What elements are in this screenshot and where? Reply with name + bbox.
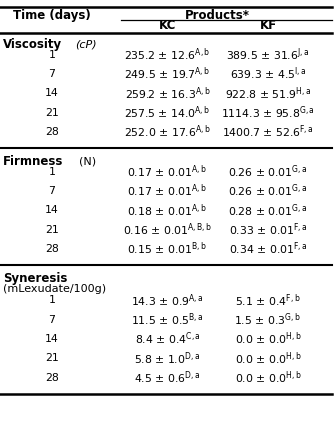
Text: 14: 14: [45, 334, 59, 344]
Text: 0.33 ± 0.01$^{\mathregular{F,a}}$: 0.33 ± 0.01$^{\mathregular{F,a}}$: [228, 221, 308, 238]
Text: 0.28 ± 0.01$^{\mathregular{G,a}}$: 0.28 ± 0.01$^{\mathregular{G,a}}$: [228, 202, 308, 219]
Text: 8.4 ± 0.4$^{\mathregular{C,a}}$: 8.4 ± 0.4$^{\mathregular{C,a}}$: [135, 331, 200, 347]
Text: Viscosity: Viscosity: [3, 38, 62, 51]
Text: 1: 1: [49, 167, 55, 177]
Text: 257.5 ± 14.0$^{\mathregular{A,b}}$: 257.5 ± 14.0$^{\mathregular{A,b}}$: [124, 105, 211, 121]
Text: 639.3 ± 4.5$^{\mathregular{I,a}}$: 639.3 ± 4.5$^{\mathregular{I,a}}$: [230, 66, 306, 82]
Text: Syneresis: Syneresis: [3, 272, 68, 285]
Text: 5.1 ± 0.4$^{\mathregular{F,b}}$: 5.1 ± 0.4$^{\mathregular{F,b}}$: [235, 292, 301, 309]
Text: 0.26 ± 0.01$^{\mathregular{G,a}}$: 0.26 ± 0.01$^{\mathregular{G,a}}$: [228, 163, 308, 180]
Text: 1.5 ± 0.3$^{\mathregular{G,b}}$: 1.5 ± 0.3$^{\mathregular{G,b}}$: [234, 312, 302, 328]
Text: 249.5 ± 19.7$^{\mathregular{A,b}}$: 249.5 ± 19.7$^{\mathregular{A,b}}$: [124, 66, 211, 82]
Text: 7: 7: [49, 69, 55, 79]
Text: 0.17 ± 0.01$^{\mathregular{A,b}}$: 0.17 ± 0.01$^{\mathregular{A,b}}$: [127, 183, 208, 199]
Text: 0.0 ± 0.0$^{\mathregular{H,b}}$: 0.0 ± 0.0$^{\mathregular{H,b}}$: [234, 369, 302, 386]
Text: 14.3 ± 0.9$^{\mathregular{A,a}}$: 14.3 ± 0.9$^{\mathregular{A,a}}$: [131, 292, 204, 309]
Text: 389.5 ± 31.6$^{\mathregular{J,a}}$: 389.5 ± 31.6$^{\mathregular{J,a}}$: [226, 46, 310, 63]
Text: 1400.7 ± 52.6$^{\mathregular{F,a}}$: 1400.7 ± 52.6$^{\mathregular{F,a}}$: [222, 124, 314, 140]
Text: 235.2 ± 12.6$^{\mathregular{A,b}}$: 235.2 ± 12.6$^{\mathregular{A,b}}$: [124, 46, 211, 63]
Text: 1114.3 ± 95.8$^{\mathregular{G,a}}$: 1114.3 ± 95.8$^{\mathregular{G,a}}$: [221, 105, 315, 121]
Text: KF: KF: [259, 20, 277, 32]
Text: 5.8 ± 1.0$^{\mathregular{D,a}}$: 5.8 ± 1.0$^{\mathregular{D,a}}$: [134, 350, 201, 367]
Text: 21: 21: [45, 353, 59, 363]
Text: 21: 21: [45, 224, 59, 234]
Text: 0.17 ± 0.01$^{\mathregular{A,b}}$: 0.17 ± 0.01$^{\mathregular{A,b}}$: [127, 163, 208, 180]
Text: 1: 1: [49, 50, 55, 60]
Text: Products*: Products*: [185, 9, 250, 22]
Text: 0.34 ± 0.01$^{\mathregular{F,a}}$: 0.34 ± 0.01$^{\mathregular{F,a}}$: [228, 240, 308, 257]
Text: Firmness: Firmness: [3, 155, 64, 168]
Text: 28: 28: [45, 244, 59, 254]
Text: 28: 28: [45, 373, 59, 383]
Text: 0.0 ± 0.0$^{\mathregular{H,b}}$: 0.0 ± 0.0$^{\mathregular{H,b}}$: [234, 331, 302, 347]
Text: 922.8 ± 51.9$^{\mathregular{H,a}}$: 922.8 ± 51.9$^{\mathregular{H,a}}$: [225, 85, 311, 102]
Text: 7: 7: [49, 315, 55, 325]
Text: 4.5 ± 0.6$^{\mathregular{D,a}}$: 4.5 ± 0.6$^{\mathregular{D,a}}$: [134, 369, 201, 386]
Text: Time (days): Time (days): [13, 9, 91, 22]
Text: (cP): (cP): [75, 39, 97, 49]
Text: 11.5 ± 0.5$^{\mathregular{B,a}}$: 11.5 ± 0.5$^{\mathregular{B,a}}$: [131, 312, 204, 328]
Text: 259.2 ± 16.3$^{\mathregular{A,b}}$: 259.2 ± 16.3$^{\mathregular{A,b}}$: [125, 85, 210, 102]
Text: (mLexudate/100g): (mLexudate/100g): [3, 284, 107, 294]
Text: 0.26 ± 0.01$^{\mathregular{G,a}}$: 0.26 ± 0.01$^{\mathregular{G,a}}$: [228, 183, 308, 199]
Text: (N): (N): [79, 156, 96, 166]
Text: 0.18 ± 0.01$^{\mathregular{A,b}}$: 0.18 ± 0.01$^{\mathregular{A,b}}$: [127, 202, 208, 219]
Text: 14: 14: [45, 89, 59, 99]
Text: KC: KC: [159, 20, 176, 32]
Text: 21: 21: [45, 108, 59, 118]
Text: 28: 28: [45, 127, 59, 137]
Text: 252.0 ± 17.6$^{\mathregular{A,b}}$: 252.0 ± 17.6$^{\mathregular{A,b}}$: [124, 124, 211, 140]
Text: 1: 1: [49, 296, 55, 306]
Text: 7: 7: [49, 186, 55, 196]
Text: 0.0 ± 0.0$^{\mathregular{H,b}}$: 0.0 ± 0.0$^{\mathregular{H,b}}$: [234, 350, 302, 367]
Text: 14: 14: [45, 205, 59, 215]
Text: 0.15 ± 0.01$^{\mathregular{B,b}}$: 0.15 ± 0.01$^{\mathregular{B,b}}$: [127, 240, 208, 257]
Text: 0.16 ± 0.01$^{\mathregular{A,B,b}}$: 0.16 ± 0.01$^{\mathregular{A,B,b}}$: [123, 221, 212, 238]
